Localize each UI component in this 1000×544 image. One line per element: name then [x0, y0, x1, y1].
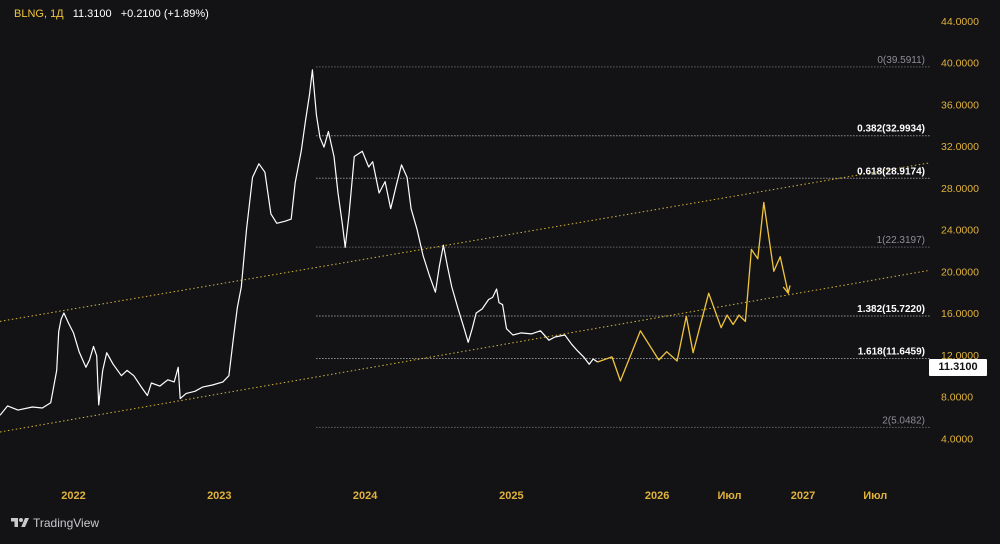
fib-level-label: 1.382(15.7220) — [857, 304, 925, 315]
channel-line-1 — [0, 162, 931, 322]
y-tick-label: 16.0000 — [941, 308, 979, 320]
x-tick-label: 2025 — [499, 490, 523, 502]
forecast-line — [597, 201, 789, 382]
x-tick-label: 2024 — [353, 490, 378, 502]
y-tick-label: 32.0000 — [941, 141, 979, 153]
symbol-header: BLNG, 1Д 11.3100 +0.2100 (+1.89%) — [14, 8, 209, 20]
x-tick-label: Июл — [863, 490, 887, 502]
brand-name: TradingView — [33, 516, 100, 530]
y-tick-label: 40.0000 — [941, 58, 979, 70]
fibonacci-retracement: 0(39.5911) 0.382(32.9934) 0.618(28.9174) 1(… — [316, 55, 930, 428]
x-tick-label: 2026 — [645, 490, 669, 502]
y-tick-label: 8.0000 — [941, 392, 973, 404]
x-axis: 2022 2023 2024 2025 2026 Июл 2027 Июл — [61, 490, 887, 502]
tradingview-logo-icon — [11, 518, 29, 527]
y-tick-label: 4.0000 — [941, 433, 973, 445]
y-tick-label: 44.0000 — [941, 16, 979, 28]
x-tick-label: 2022 — [61, 490, 85, 502]
tradingview-brand[interactable]: TradingView — [10, 516, 99, 530]
chart-series — [0, 69, 791, 416]
x-tick-label: 2027 — [791, 490, 815, 502]
forecast-arrowhead — [782, 285, 791, 295]
y-tick-label: 36.0000 — [941, 99, 979, 111]
y-axis: 4.0000 8.0000 12.0000 16.0000 20.0000 24.0000… — [941, 16, 979, 445]
trend-channel — [0, 162, 931, 433]
fib-level-label: 0.382(32.9934) — [857, 124, 925, 135]
symbol-name[interactable]: BLNG, 1Д — [14, 8, 64, 20]
last-price-value: 11.3100 — [72, 8, 112, 20]
fib-level-label: 2(5.0482) — [882, 415, 925, 426]
y-tick-label: 12.0000 — [941, 350, 979, 362]
fib-level-label: 1(22.3197) — [877, 235, 925, 246]
price-change: +0.2100 (+1.89%) — [120, 8, 209, 20]
y-tick-label: 28.0000 — [941, 183, 979, 195]
fib-level-label: 1.618(11.6459) — [858, 346, 925, 357]
fib-level-label: 0.618(28.9174) — [857, 166, 925, 177]
y-tick-label: 24.0000 — [941, 225, 979, 237]
x-tick-label: 2023 — [207, 490, 231, 502]
fib-level-label: 0(39.5911) — [877, 55, 925, 66]
last-price-tag: 11.3100 — [929, 359, 987, 376]
price-line — [0, 69, 598, 416]
y-tick-label: 20.0000 — [941, 266, 979, 278]
x-tick-label: Июл — [717, 490, 741, 502]
channel-line-2 — [0, 269, 931, 433]
